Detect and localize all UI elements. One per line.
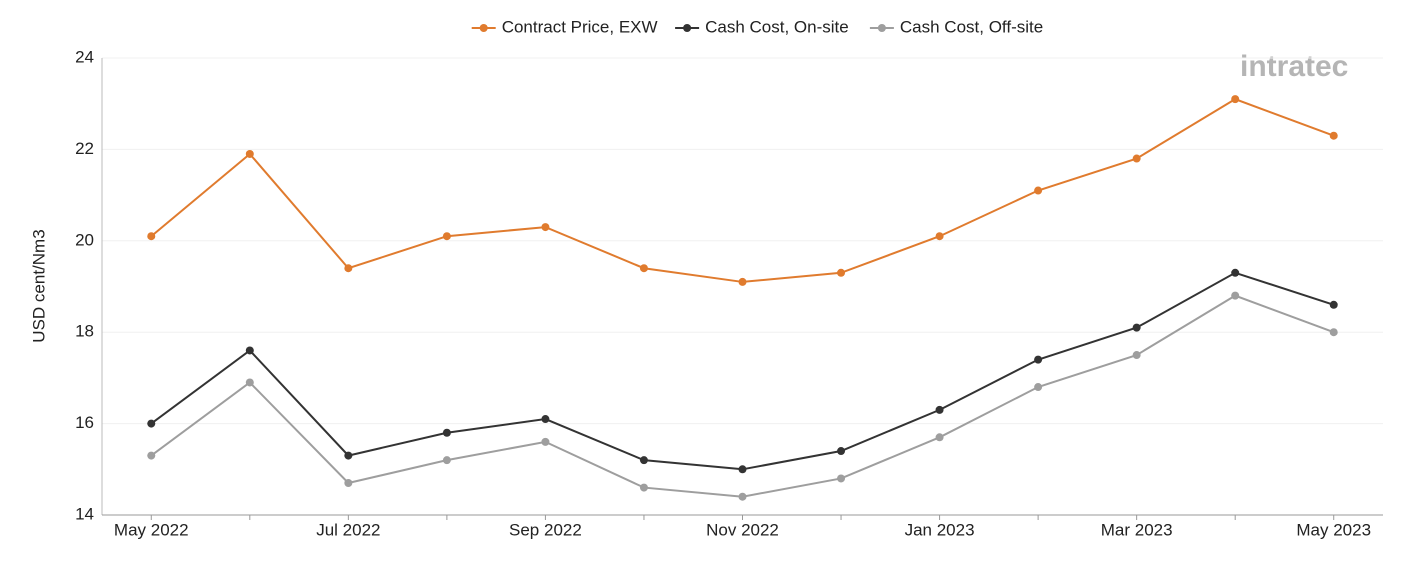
legend-text: Cash Cost, On-site [705,17,849,36]
legend-marker [877,24,886,32]
data-point [1231,95,1240,104]
data-point [837,268,846,277]
y-tick-label: 22 [75,139,94,158]
y-tick-label: 16 [75,413,94,432]
legend-text: Contract Price, EXW [502,17,658,36]
data-point [541,437,550,446]
y-axis-label: USD cent/Nm3 [29,229,48,342]
data-point [1329,328,1338,337]
x-tick-label: Jan 2023 [905,520,975,539]
y-tick-label: 20 [75,230,94,249]
data-point [245,378,254,387]
data-point [1034,186,1043,195]
data-point [344,451,353,460]
series-line [150,271,1335,471]
data-point [147,419,156,428]
data-point [541,223,550,232]
data-point [1329,300,1338,309]
data-point [442,232,451,241]
data-point [1231,291,1240,300]
data-point [935,433,944,442]
data-point [639,456,648,465]
data-point [837,474,846,483]
data-point [1132,351,1141,360]
data-point [147,451,156,460]
legend-marker [479,24,488,32]
data-point [442,456,451,465]
data-point [245,346,254,355]
data-point [1329,131,1338,140]
data-point [245,149,254,158]
data-point [738,465,747,474]
y-tick-label: 18 [75,322,94,341]
y-tick-label: 14 [75,504,94,523]
x-tick-label: Jul 2022 [316,520,380,539]
data-point [837,447,846,456]
data-point [639,264,648,273]
data-point [935,232,944,241]
data-point [344,479,353,488]
data-point [147,232,156,241]
data-point [442,428,451,437]
watermark: intratec [1240,50,1348,83]
data-point [738,277,747,286]
x-tick-label: Nov 2022 [706,520,779,539]
data-point [639,483,648,492]
data-point [344,264,353,273]
x-tick-label: May 2023 [1296,520,1371,539]
data-point [1132,154,1141,163]
data-point [935,405,944,414]
data-point [1034,355,1043,364]
legend-text: Cash Cost, Off-site [900,17,1043,36]
data-point [1034,383,1043,392]
x-tick-label: Sep 2022 [509,520,582,539]
data-point [1231,268,1240,277]
x-tick-label: Mar 2023 [1101,520,1173,539]
y-tick-label: 24 [75,47,94,66]
data-point [1132,323,1141,332]
data-point [541,415,550,424]
x-tick-label: May 2022 [114,520,189,539]
data-point [738,492,747,501]
legend-marker [683,24,692,32]
series-line [150,98,1335,283]
